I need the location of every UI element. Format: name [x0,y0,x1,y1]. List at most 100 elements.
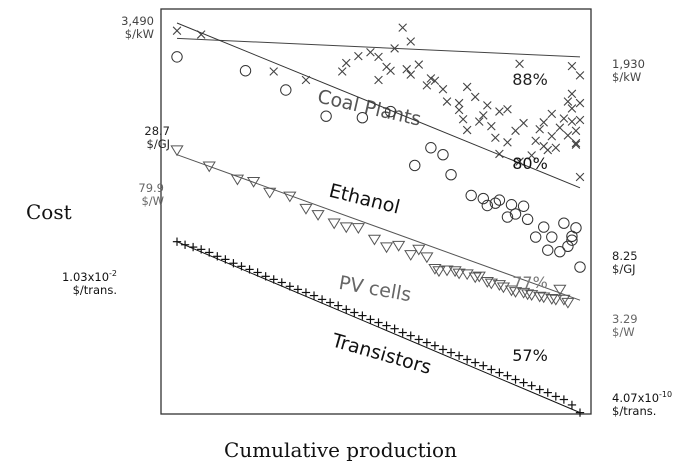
data-point [547,131,557,141]
data-point [462,125,472,135]
data-point [542,244,554,256]
data-point [525,290,539,301]
data-point [520,289,535,301]
data-point [366,315,375,324]
data-point [567,117,577,126]
start-value-label-transistors: 1.03x10-2 $/trans. [62,267,117,297]
value-text: 79.9 [138,181,164,195]
data-point [487,121,496,131]
learning-rate-label: 88% [512,70,548,89]
series-transistors: Transistors 57% [172,237,585,417]
value-text: 3.29 [612,312,638,326]
data-point [237,262,246,271]
data-point [511,375,520,384]
data-point [409,159,421,172]
data-point [491,133,500,143]
data-point [487,365,496,374]
data-point [504,285,519,297]
data-point [230,174,245,186]
data-point [479,361,488,370]
data-point [508,287,523,298]
series-name-label: PV cells [337,272,413,306]
data-point [350,308,359,317]
data-point [280,84,292,96]
data-point [570,222,582,234]
data-point [341,58,351,68]
end-value-label-ethanol: 8.25 $/GJ [612,250,638,276]
data-point [269,67,279,76]
data-point [412,244,426,256]
data-point [551,143,561,153]
trend-line [176,22,581,189]
data-point [571,140,581,149]
data-point [527,151,536,160]
unit-text: $/GJ [146,137,171,151]
data-point [263,187,277,199]
data-point [503,104,512,114]
data-point [571,126,581,136]
data-point [558,217,570,229]
data-point [495,149,504,159]
data-point [386,66,395,76]
data-point [519,118,528,128]
data-point [481,199,494,212]
data-point [430,76,440,86]
learning-rate-label: 80% [512,154,548,173]
data-point [575,71,585,80]
data-point [516,287,531,299]
unit-text: $/trans. [612,403,657,418]
data-point [495,368,504,377]
data-point [505,199,518,211]
data-point [422,338,432,347]
data-point [420,252,434,264]
trend-line [176,241,581,414]
data-point [261,272,270,281]
start-value-label-pv-cells: 79.9 $/W [138,182,164,208]
data-point [509,208,522,220]
data-point [538,221,550,233]
data-point [205,248,214,257]
end-value-label-transistors: 4.07x10-10 $/trans. [612,388,672,418]
data-point [277,278,286,287]
data-point [342,305,351,314]
data-point [379,242,394,254]
unit-text: $/W [141,194,164,208]
data-point [554,245,566,258]
data-point [301,75,311,85]
data-point [574,261,586,273]
data-point [454,351,464,360]
data-point [543,388,552,397]
data-point [445,168,457,181]
data-point [440,265,454,277]
data-point [426,74,436,83]
data-point [492,280,507,291]
data-point [374,75,383,85]
data-point [566,234,578,246]
data-point [472,271,486,283]
data-point [543,145,553,155]
learning-rate-label: 77% [512,273,548,292]
data-point [337,67,347,76]
data-point [477,192,489,205]
value-text: 3,490 [121,14,154,28]
data-point [414,60,424,69]
data-point [398,328,407,337]
data-point [170,145,184,157]
data-point [546,231,558,243]
data-point [547,109,557,119]
data-point [311,210,325,221]
data-point [575,408,585,417]
x-axis-label: Cumulative production [224,438,457,462]
data-point [465,189,477,202]
end-value-label-coal-plants: 1,930 $/kW [612,58,645,84]
data-point [535,124,544,134]
data-point [309,291,319,300]
unit-text: $/W [612,325,635,339]
data-point [374,318,383,327]
data-point [356,112,369,124]
data-point [563,97,573,106]
data-point [384,105,397,118]
unit-text: $/kW [612,70,642,84]
data-point [253,268,262,277]
